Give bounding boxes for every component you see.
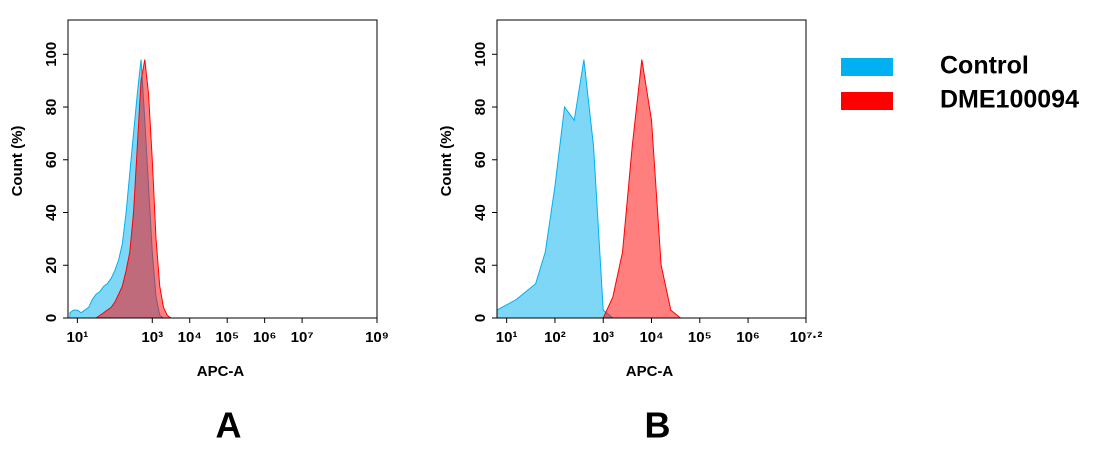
x-tick-label: 10⁴ (178, 329, 202, 346)
x-tick-label: 10³ (141, 329, 163, 346)
x-tick-label: 10⁴ (639, 329, 663, 346)
x-tick-label: 10⁷ (291, 329, 314, 346)
x-axis-label: APC-A (197, 363, 245, 380)
y-tick-label: 40 (43, 204, 60, 221)
x-tick-label: 10¹ (67, 329, 89, 346)
y-tick-label: 20 (472, 257, 489, 274)
histogram-area (496, 59, 700, 319)
y-tick-label: 0 (43, 314, 60, 322)
x-tick-label: 10⁵ (688, 329, 712, 346)
y-tick-label: 40 (472, 204, 489, 221)
y-tick-label: 60 (472, 151, 489, 168)
y-tick-label: 80 (43, 99, 60, 116)
x-axis-label: APC-A (626, 363, 674, 380)
x-tick-label: 10³ (592, 329, 614, 346)
x-tick-label: 10⁶ (253, 329, 277, 346)
plot-frame (67, 19, 378, 319)
y-tick-label: 60 (43, 151, 60, 168)
x-tick-label: 10² (544, 329, 566, 346)
legend-label: DME100094 (940, 86, 1079, 114)
legend-swatch (841, 92, 893, 110)
x-tick-label: 10⁷·² (790, 329, 823, 346)
x-tick-label: 10⁹ (365, 329, 389, 346)
panel-label: B (645, 405, 671, 446)
y-tick-label: 80 (472, 99, 489, 116)
legend-swatch (841, 58, 893, 76)
x-tick-label: 10⁶ (736, 329, 760, 346)
x-tick-label: 10¹ (496, 329, 518, 346)
panel-label: A (216, 405, 242, 446)
y-tick-label: 100 (472, 42, 489, 67)
legend-label: Control (940, 52, 1029, 80)
y-axis-label: Count (%) (438, 126, 455, 197)
y-tick-label: 20 (43, 257, 60, 274)
y-tick-label: 100 (43, 42, 60, 67)
y-tick-label: 0 (472, 314, 489, 322)
y-axis-label: Count (%) (9, 126, 26, 197)
x-tick-label: 10⁵ (215, 329, 239, 346)
